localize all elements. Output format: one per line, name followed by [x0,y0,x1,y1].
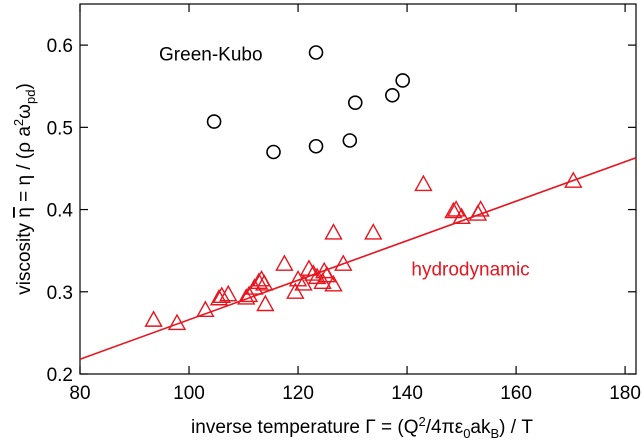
hydrodynamic-point [364,223,383,240]
x-tick-label: 180 [609,383,641,404]
green-kubo-point [395,73,410,88]
hydrodynamic-point [219,284,238,302]
hydrodynamic-point [564,171,583,188]
annotation-layer: Green-Kubo hydrodynamic [159,45,530,281]
green-kubo-point [342,133,358,148]
hydrodynamic-fit-line [79,157,637,360]
x-tick-label: 140 [391,383,423,404]
y-axis-label: viscosity η = η / (ρ a2ωpd) [11,83,38,295]
y-tick-label: 0.4 [47,201,74,222]
x-tick-label: 80 [69,383,90,404]
green-kubo-point [347,95,363,110]
hydrodynamic-point [144,310,163,327]
green-kubo-point [206,114,222,129]
hydrodynamic-point [452,207,471,225]
hydrodynamic-point [299,259,319,276]
x-tick-label: 100 [173,383,205,404]
data-marks [144,45,583,331]
fit-line-layer [79,157,637,360]
hydrodynamic-point [237,288,256,305]
hydrodynamic-point [196,300,215,317]
y-tick-label: 0.2 [47,365,73,386]
hydrodynamic-point [286,282,305,299]
hydrodynamic-point [212,286,231,303]
hydrodynamic-point [256,294,275,312]
hydrodynamic-point [294,274,313,291]
axis-tick-labels: 80 100 120 140 160 180 0.2 0.3 0.4 0.5 0.6 [47,36,641,404]
hydrodynamic-point [471,200,490,217]
axis-ticks [79,4,636,375]
hydrodynamic-point [167,313,187,331]
y-tick-label: 0.6 [47,36,73,57]
green-kubo-point [308,138,324,154]
green-kubo-point [385,87,400,103]
x-axis-label: inverse temperature Γ = (Q2/4πε0akB) / T [191,414,533,441]
hydrodynamic-point [317,265,337,283]
hydrodynamic-point [414,174,433,192]
hydrodynamic-point [446,200,466,217]
green-kubo-point [266,144,281,160]
series-annotation: Green-Kubo [159,45,263,66]
hydrodynamic-point [444,201,463,219]
green-kubo-point [308,45,324,60]
y-tick-label: 0.3 [47,283,73,304]
hydrodynamic-point [255,274,274,291]
hydrodynamic-point [249,272,268,290]
hydrodynamic-point [324,274,343,292]
plot-frame [79,3,637,375]
x-tick-label: 160 [500,383,532,404]
hydrodynamic-point [324,223,343,240]
hydrodynamic-point [209,288,229,306]
hydrodynamic-point [304,264,323,281]
y-tick-label: 0.5 [47,118,73,139]
hydrodynamic-point [275,254,294,271]
hydrodynamic-point [334,254,353,271]
x-tick-label: 120 [282,383,314,404]
series-annotation: hydrodynamic [411,259,529,280]
